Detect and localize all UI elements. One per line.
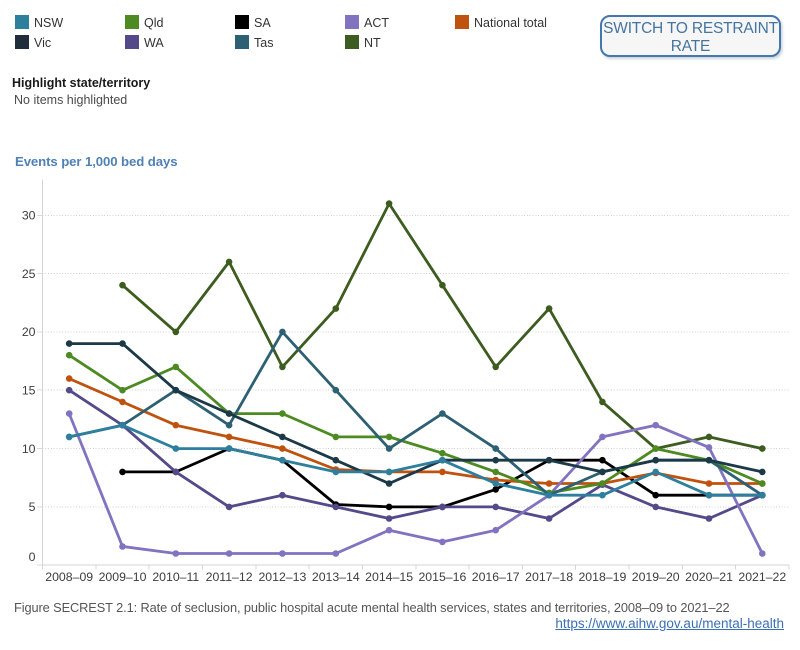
svg-text:10: 10: [22, 442, 36, 456]
svg-text:2015–16: 2015–16: [418, 570, 466, 584]
svg-text:2017–18: 2017–18: [525, 570, 573, 584]
svg-text:5: 5: [29, 500, 36, 514]
svg-text:2019–20: 2019–20: [632, 570, 680, 584]
svg-text:15: 15: [22, 384, 36, 398]
svg-text:2011–12: 2011–12: [206, 570, 253, 584]
svg-text:2010–11: 2010–11: [152, 570, 199, 584]
svg-text:2021–22: 2021–22: [738, 570, 786, 584]
svg-text:25: 25: [22, 267, 36, 281]
svg-text:2012–13: 2012–13: [258, 570, 306, 584]
svg-text:2008–09: 2008–09: [45, 570, 93, 584]
svg-text:2014–15: 2014–15: [365, 570, 413, 584]
svg-text:30: 30: [22, 209, 36, 223]
svg-text:2018–19: 2018–19: [578, 570, 626, 584]
svg-text:2009–10: 2009–10: [99, 570, 147, 584]
svg-text:2020–21: 2020–21: [685, 570, 733, 584]
svg-text:0: 0: [29, 550, 36, 564]
svg-text:2016–17: 2016–17: [472, 570, 520, 584]
svg-text:2013–14: 2013–14: [312, 570, 360, 584]
svg-text:20: 20: [22, 325, 36, 339]
